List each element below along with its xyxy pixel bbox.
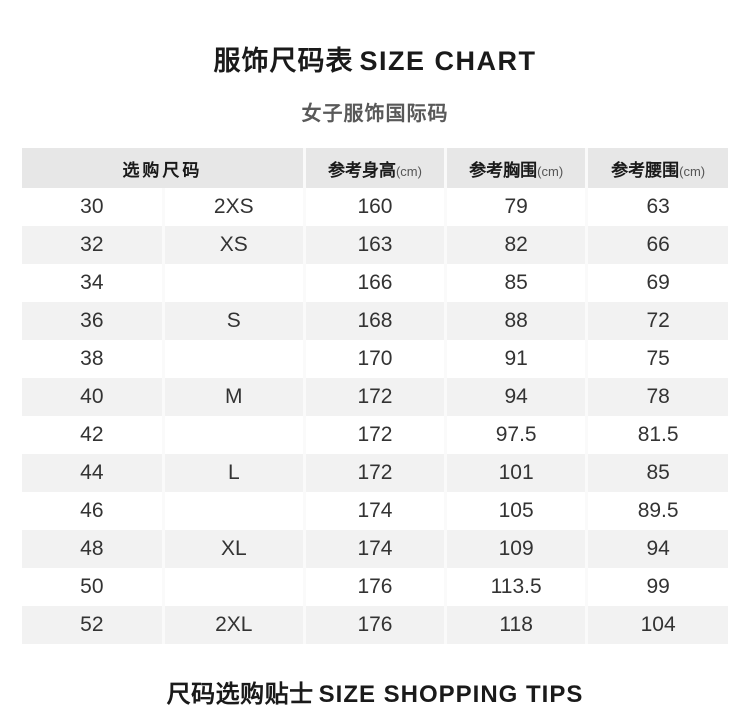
footer-title-zh: 尺码选购贴士 [166,681,314,708]
cell-height: 166 [302,264,446,302]
page-title-en: SIZE CHART [359,46,537,76]
cell-waist: 81.5 [585,416,728,454]
cell-intl-size: L [161,454,305,492]
cell-waist: 63 [585,188,728,226]
cell-height: 168 [302,302,446,340]
cell-size-code: 48 [22,530,164,568]
cell-height: 170 [302,340,446,378]
cell-waist: 69 [585,264,728,302]
cell-height: 172 [302,416,446,454]
cell-waist: 99 [585,568,728,606]
size-table-row: 48 XL 174 109 94 [22,530,728,568]
page-title: 服饰尺码表 SIZE CHART [0,0,750,76]
cell-bust: 85 [444,264,587,302]
cell-size-code: 52 [22,606,164,644]
cell-height: 174 [302,530,446,568]
cell-size-code: 36 [22,302,164,340]
size-table-row: 38 170 91 75 [22,340,728,378]
cell-intl-size: M [161,378,305,416]
header-height: 参考身高(cm) [302,148,446,188]
cell-size-code: 44 [22,454,164,492]
size-table-row: 32 XS 163 82 66 [22,226,728,264]
cell-bust: 101 [444,454,587,492]
header-waist: 参考腰围(cm) [585,148,728,188]
cell-intl-size: 2XL [161,606,305,644]
size-table-body: 30 2XS 160 79 63 32 XS 163 82 66 34 166 … [22,188,728,644]
cell-size-code: 40 [22,378,164,416]
cell-waist: 75 [585,340,728,378]
cell-waist: 72 [585,302,728,340]
header-height-unit: (cm) [395,163,422,179]
header-bust-unit: (cm) [537,163,564,179]
size-table-row: 50 176 113.5 99 [22,568,728,606]
cell-intl-size [161,568,305,606]
cell-size-code: 30 [22,188,164,226]
cell-bust: 113.5 [444,568,587,606]
size-table-row: 46 174 105 89.5 [22,492,728,530]
cell-size-code: 38 [22,340,164,378]
cell-intl-size [161,416,305,454]
cell-height: 172 [302,378,446,416]
cell-waist: 66 [585,226,728,264]
cell-bust: 88 [444,302,587,340]
cell-bust: 118 [444,606,587,644]
cell-size-code: 32 [22,226,164,264]
cell-intl-size: S [161,302,305,340]
cell-bust: 105 [444,492,587,530]
size-table-row: 34 166 85 69 [22,264,728,302]
cell-height: 176 [302,568,446,606]
size-table: 选购尺码 参考身高(cm) 参考胸围(cm) 参考腰围(cm) 30 2XS 1… [22,148,728,644]
cell-waist: 89.5 [585,492,728,530]
cell-bust: 109 [444,530,587,568]
footer-title: 尺码选购贴士 SIZE SHOPPING TIPS [0,681,750,709]
header-size-group: 选购尺码 [22,148,305,188]
size-table-row: 40 M 172 94 78 [22,378,728,416]
cell-bust: 91 [444,340,587,378]
cell-size-code: 50 [22,568,164,606]
header-waist-label: 参考腰围 [611,160,680,180]
cell-waist: 94 [585,530,728,568]
size-table-row: 44 L 172 101 85 [22,454,728,492]
header-height-label: 参考身高 [327,160,396,180]
header-waist-unit: (cm) [679,163,706,179]
cell-height: 172 [302,454,446,492]
cell-waist: 78 [585,378,728,416]
cell-bust: 79 [444,188,587,226]
cell-size-code: 34 [22,264,164,302]
cell-size-code: 42 [22,416,164,454]
cell-intl-size: XS [161,226,305,264]
cell-size-code: 46 [22,492,164,530]
cell-bust: 94 [444,378,587,416]
cell-intl-size: XL [161,530,305,568]
cell-bust: 97.5 [444,416,587,454]
size-table-row: 42 172 97.5 81.5 [22,416,728,454]
cell-intl-size: 2XS [161,188,305,226]
footer-title-en: SIZE SHOPPING TIPS [318,681,584,708]
size-table-row: 52 2XL 176 118 104 [22,606,728,644]
cell-waist: 85 [585,454,728,492]
size-table-row: 30 2XS 160 79 63 [22,188,728,226]
header-bust-label: 参考胸围 [469,160,538,180]
header-bust: 参考胸围(cm) [444,148,587,188]
size-table-row: 36 S 168 88 72 [22,302,728,340]
cell-height: 163 [302,226,446,264]
cell-intl-size [161,340,305,378]
page-title-zh: 服饰尺码表 [213,46,354,76]
cell-intl-size [161,492,305,530]
cell-height: 160 [302,188,446,226]
cell-height: 174 [302,492,446,530]
cell-bust: 82 [444,226,587,264]
page-subtitle: 女子服饰国际码 [301,103,449,125]
cell-height: 176 [302,606,446,644]
size-table-header-row: 选购尺码 参考身高(cm) 参考胸围(cm) 参考腰围(cm) [22,148,728,188]
cell-intl-size [161,264,305,302]
cell-waist: 104 [585,606,728,644]
